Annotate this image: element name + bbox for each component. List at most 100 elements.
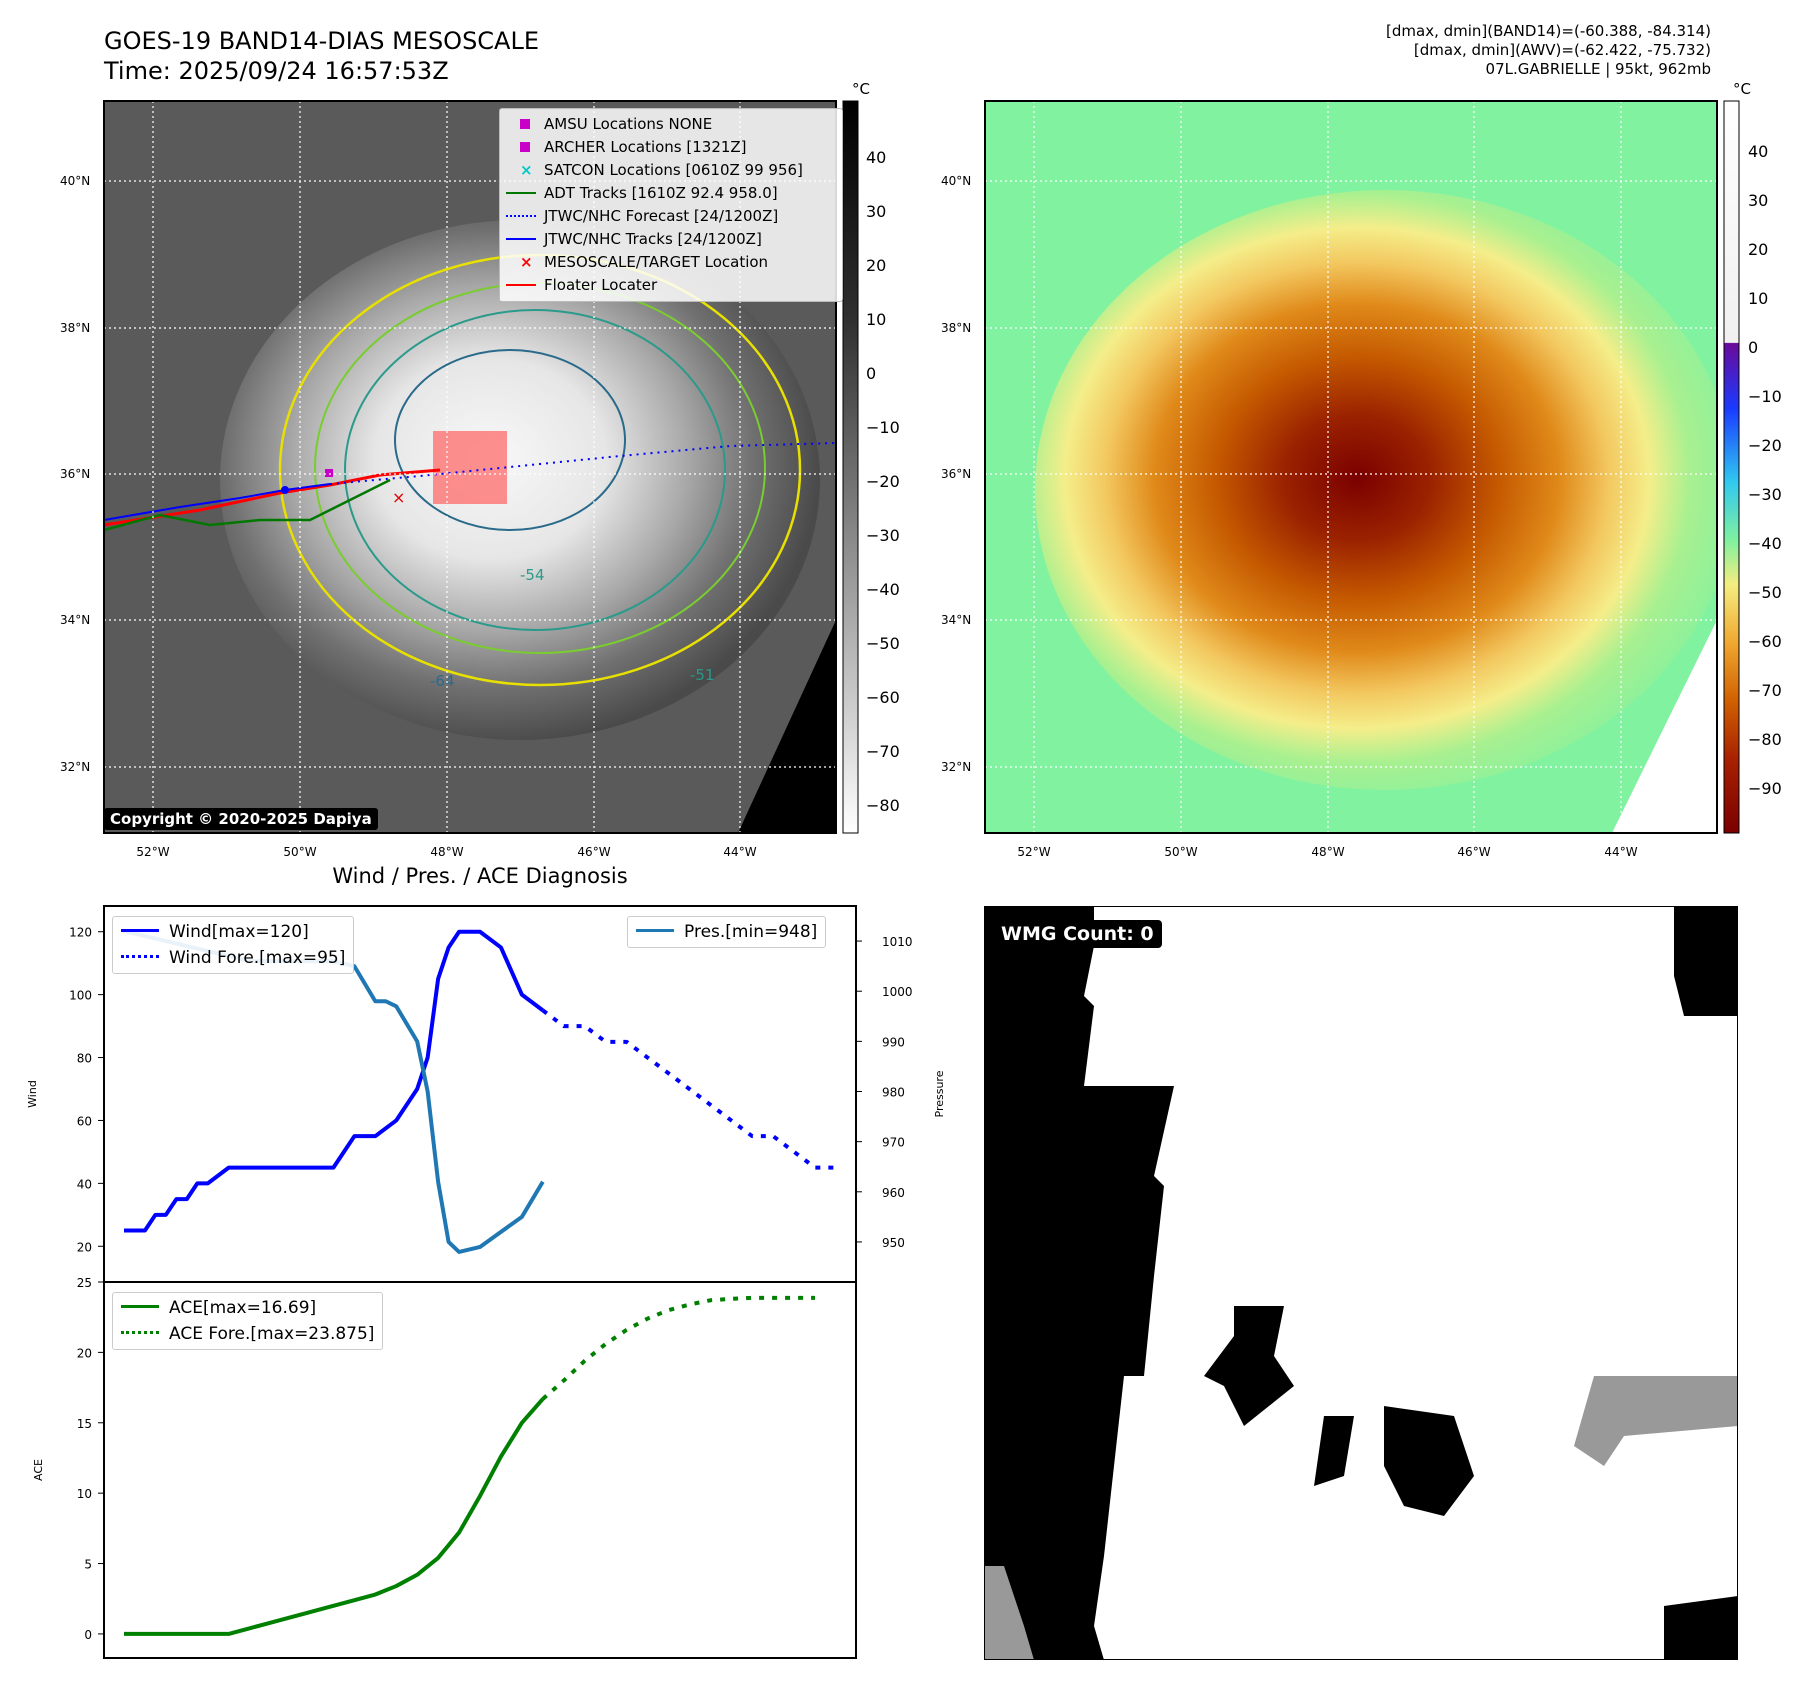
- svg-text:40: 40: [1748, 142, 1768, 161]
- svg-text:38°N: 38°N: [941, 321, 971, 335]
- svg-text:−50: −50: [866, 634, 900, 653]
- line-marker-icon: [121, 929, 159, 932]
- svg-text:−10: −10: [1748, 387, 1782, 406]
- contour-label-64: -64: [430, 672, 455, 690]
- svg-text:46°W: 46°W: [577, 845, 610, 859]
- ace-tick-label: 0: [84, 1628, 92, 1642]
- line-marker-icon: [506, 192, 536, 194]
- wmg-block-northeast: [1674, 906, 1738, 1016]
- svg-text:48°W: 48°W: [430, 845, 463, 859]
- legend-mesoscale: × MESOSCALE/TARGET Location: [506, 251, 836, 274]
- ace-legend: ACE[max=16.69] ACE Fore.[max=23.875]: [112, 1292, 384, 1350]
- wind-series-line: [124, 929, 545, 1233]
- pressure-tick-label: 980: [882, 1086, 905, 1100]
- svg-text:36°N: 36°N: [941, 467, 971, 481]
- svg-text:20: 20: [866, 256, 886, 275]
- ir-storm-cloud: [220, 220, 820, 740]
- svg-text:34°N: 34°N: [60, 613, 90, 627]
- svg-text:30: 30: [1748, 191, 1768, 210]
- wmg-block-3: [1314, 1416, 1354, 1486]
- mesoscale-marker: ×: [392, 488, 405, 507]
- dotted-line-icon: [121, 955, 159, 958]
- legend-amsu: AMSU Locations NONE: [506, 113, 836, 136]
- svg-text:−40: −40: [866, 580, 900, 599]
- diagnosis-title: Wind / Pres. / ACE Diagnosis: [332, 864, 628, 888]
- legend-pressure: Pres.[min=948]: [636, 919, 817, 945]
- square-marker-icon: [520, 142, 530, 152]
- pressure-legend: Pres.[min=948]: [627, 916, 827, 948]
- pressure-tick-label: 970: [882, 1136, 905, 1150]
- svg-text:−10: −10: [866, 418, 900, 437]
- color-lon-labels: 52°W 50°W 48°W 46°W 44°W: [1017, 845, 1637, 859]
- ace-tick-label: 15: [77, 1417, 92, 1431]
- ir-lon-labels: 52°W 50°W 48°W 46°W 44°W: [136, 845, 756, 859]
- wmg-block-2: [1384, 1406, 1474, 1516]
- contour-blue: [394, 349, 626, 531]
- wind-tick-label: 40: [77, 1177, 92, 1191]
- svg-text:10: 10: [1748, 289, 1768, 308]
- adt-track: [104, 478, 391, 532]
- color-nodata-wedge: [1612, 620, 1717, 833]
- svg-text:36°N: 36°N: [60, 467, 90, 481]
- pressure-series-line: [123, 929, 545, 1254]
- svg-text:32°N: 32°N: [941, 760, 971, 774]
- pressure-tick-label: 950: [882, 1236, 905, 1250]
- info-storm: 07L.GABRIELLE | 95kt, 962mb: [1485, 60, 1711, 78]
- ace-frame: [103, 1281, 857, 1659]
- legend-floater: Floater Locater: [506, 274, 836, 297]
- svg-text:48°W: 48°W: [1311, 845, 1344, 859]
- ace-series-line: [124, 1397, 545, 1636]
- svg-text:−30: −30: [866, 526, 900, 545]
- wmg-gray-southwest: [984, 1566, 1034, 1660]
- wmg-count-badge: WMG Count: 0: [993, 920, 1162, 948]
- wind-tick-label: 100: [69, 989, 92, 1003]
- info-awv-range: [dmax, dmin](AWV)=(-62.422, -75.732): [1413, 41, 1711, 59]
- ir-map-grid: [104, 101, 836, 833]
- pressure-tick-label: 1010: [882, 935, 913, 949]
- svg-text:46°W: 46°W: [1457, 845, 1490, 859]
- legend-jtwc-forecast: JTWC/NHC Forecast [24/1200Z]: [506, 205, 836, 228]
- svg-text:−50: −50: [1748, 583, 1782, 602]
- color-map-frame: [984, 100, 1718, 834]
- wmg-region-west: [984, 906, 1174, 1660]
- ir-nodata-wedge: [738, 620, 836, 833]
- ace-tick-label: 25: [77, 1276, 92, 1290]
- wmg-block-southeast: [1664, 1596, 1738, 1660]
- ace-forecast-series-line: [541, 1295, 816, 1401]
- wmg-block-1: [1204, 1306, 1294, 1426]
- svg-text:44°W: 44°W: [723, 845, 756, 859]
- wind-axis-label: Wind: [26, 1080, 39, 1108]
- ace-tick-label: 20: [77, 1346, 92, 1360]
- legend-archer: ARCHER Locations [1321Z]: [506, 136, 836, 159]
- wind-legend: Wind[max=120] Wind Fore.[max=95]: [112, 916, 355, 974]
- wind-forecast-series-line: [541, 1008, 836, 1170]
- svg-text:52°W: 52°W: [136, 845, 169, 859]
- wmg-panel: [984, 906, 1738, 1660]
- figure-time: Time: 2025/09/24 16:57:53Z: [104, 57, 449, 85]
- info-band14-range: [dmax, dmin](BAND14)=(-60.388, -84.314): [1386, 22, 1711, 40]
- ir-map-frame: [103, 100, 837, 834]
- ace-tick-label: 10: [77, 1487, 92, 1501]
- x-marker-icon: ×: [520, 253, 533, 271]
- ir-colorbar-unit: °C: [852, 80, 870, 98]
- wmg-gray-east: [1574, 1376, 1738, 1466]
- svg-text:−60: −60: [1748, 632, 1782, 651]
- pressure-tick-label: 960: [882, 1186, 905, 1200]
- legend-wind: Wind[max=120]: [121, 919, 345, 945]
- legend-jtwc-tracks: JTWC/NHC Tracks [24/1200Z]: [506, 228, 836, 251]
- legend-satcon: × SATCON Locations [0610Z 99 956]: [506, 159, 836, 182]
- svg-text:−80: −80: [1748, 730, 1782, 749]
- svg-text:20: 20: [1748, 240, 1768, 259]
- wind-tick-label: 80: [77, 1052, 92, 1066]
- color-colorbar-ticks: 40 30 20 10 0 −10 −20 −30 −40 −50 −60 −7…: [1748, 142, 1782, 798]
- legend-adt: ADT Tracks [1610Z 92.4 958.0]: [506, 182, 836, 205]
- svg-text:−70: −70: [1748, 681, 1782, 700]
- x-marker-icon: ×: [520, 161, 533, 179]
- svg-text:−70: −70: [866, 742, 900, 761]
- line-marker-icon: [636, 929, 674, 932]
- color-map-grid: [985, 101, 1717, 833]
- line-dot-marker-icon: [506, 238, 536, 240]
- svg-text:−80: −80: [866, 796, 900, 815]
- line-marker-icon: [506, 284, 536, 286]
- dotted-line-icon: [506, 215, 536, 217]
